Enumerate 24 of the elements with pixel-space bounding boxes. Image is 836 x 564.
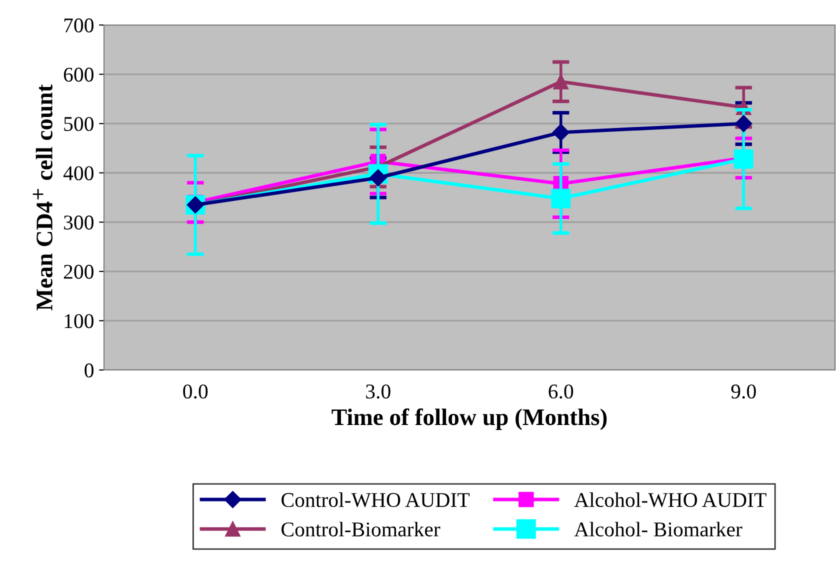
point [734,149,754,169]
point [370,169,387,186]
point [735,115,752,132]
y-tick-label: 200 [64,264,94,279]
point [551,188,571,208]
x-tick-label: 3.0 [366,384,390,399]
y-tick-label: 300 [64,216,94,230]
point [552,124,570,141]
y-tick-label: 0 [84,363,94,378]
y-tick-label: 100 [64,314,94,328]
y-tick-label: 400 [63,166,94,180]
point [553,74,569,90]
legend-label: Alcohol- Biomarker [574,522,742,536]
y-tick-label: 500 [64,116,94,132]
x-axis-title: Time of follow up (Months) [332,408,607,430]
legend-label: Control-Biomarker [282,522,440,536]
y-tick-label: 600 [64,68,94,82]
legend-label: Alcohol-WHO AUDIT [574,492,766,508]
x-tick-label: 9.0 [731,384,756,399]
x-tick-label: 0.0 [183,384,208,399]
y-axis-title: Mean CD4$^{+}$ cell count [32,84,53,310]
y-tick-label: 700 [64,18,94,32]
x-tick-label: 6.0 [548,384,574,399]
legend-label: Control-WHO AUDIT [282,492,470,508]
